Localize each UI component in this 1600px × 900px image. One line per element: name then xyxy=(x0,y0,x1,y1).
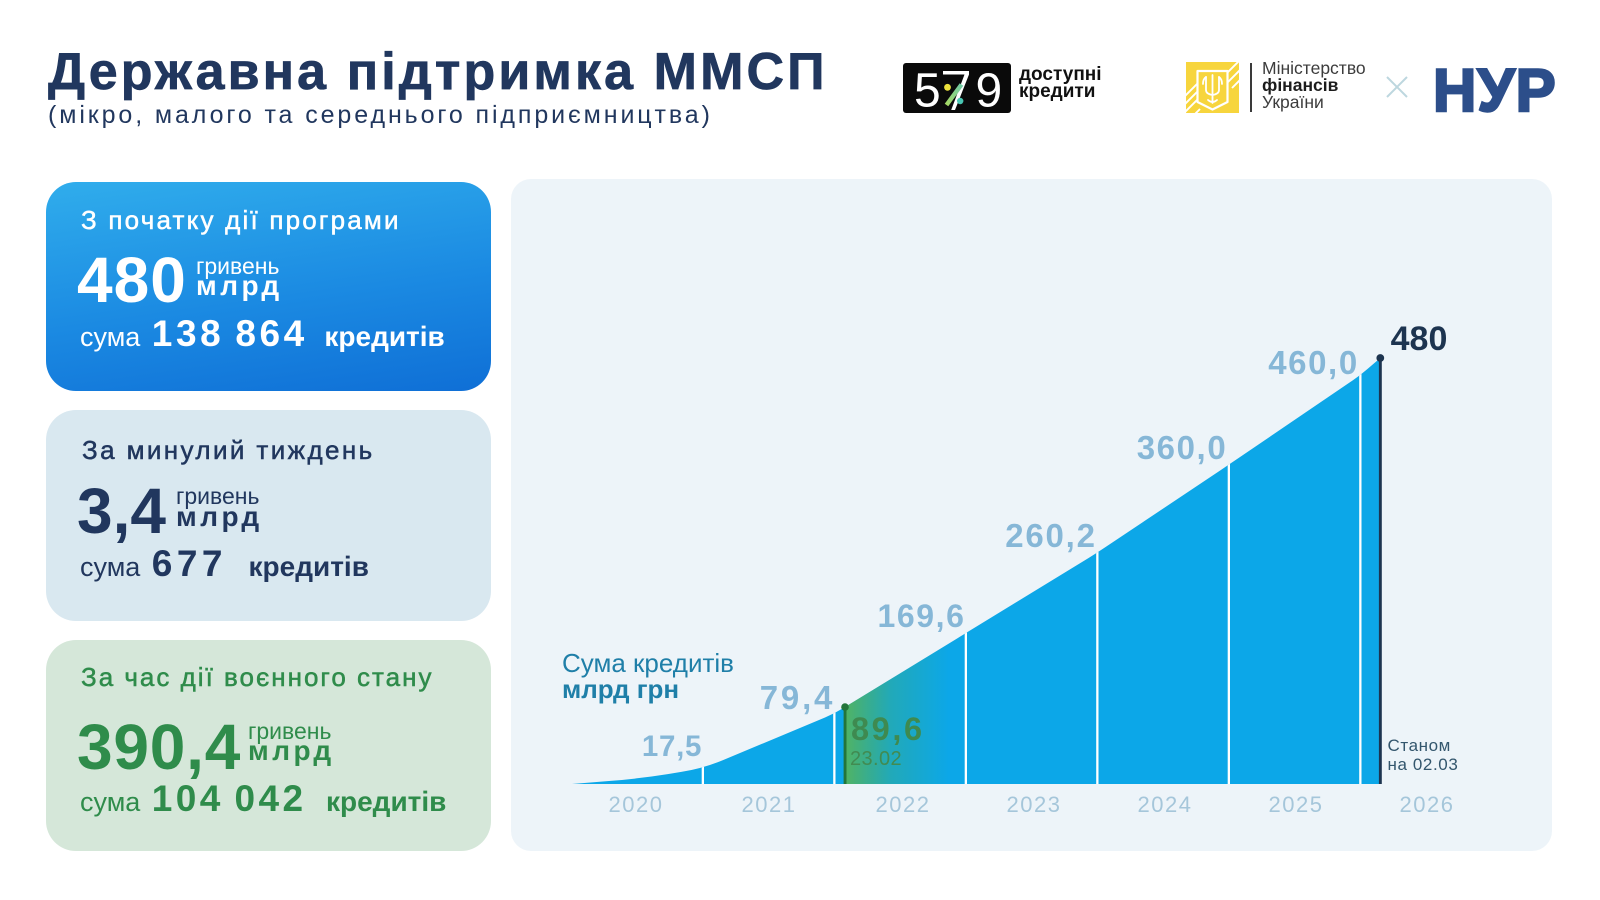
svg-text:169,6: 169,6 xyxy=(877,598,965,634)
svg-text:млрд грн: млрд грн xyxy=(562,674,679,704)
svg-text:89,6: 89,6 xyxy=(851,711,925,747)
svg-text:79,4: 79,4 xyxy=(760,679,835,716)
svg-text:2020: 2020 xyxy=(609,792,664,817)
svg-text:5: 5 xyxy=(914,65,941,114)
svg-text:9: 9 xyxy=(976,65,1003,114)
svg-text:Сума кредитів: Сума кредитів xyxy=(562,648,734,678)
svg-text:2021: 2021 xyxy=(742,792,797,817)
svg-text:23.02: 23.02 xyxy=(850,748,902,770)
svg-text:480: 480 xyxy=(1391,320,1448,358)
svg-text:360,0: 360,0 xyxy=(1137,429,1228,466)
svg-text:2023: 2023 xyxy=(1007,792,1062,817)
svg-text:2022: 2022 xyxy=(876,792,931,817)
svg-text:2026: 2026 xyxy=(1400,792,1455,817)
svg-text:на 02.03: на 02.03 xyxy=(1388,755,1459,774)
svg-text:2025: 2025 xyxy=(1269,792,1324,817)
svg-text:17,5: 17,5 xyxy=(642,730,702,763)
svg-text:Станом: Станом xyxy=(1388,736,1451,755)
svg-text:460,0: 460,0 xyxy=(1268,344,1359,381)
svg-text:260,2: 260,2 xyxy=(1005,517,1097,554)
svg-text:2024: 2024 xyxy=(1138,792,1193,817)
